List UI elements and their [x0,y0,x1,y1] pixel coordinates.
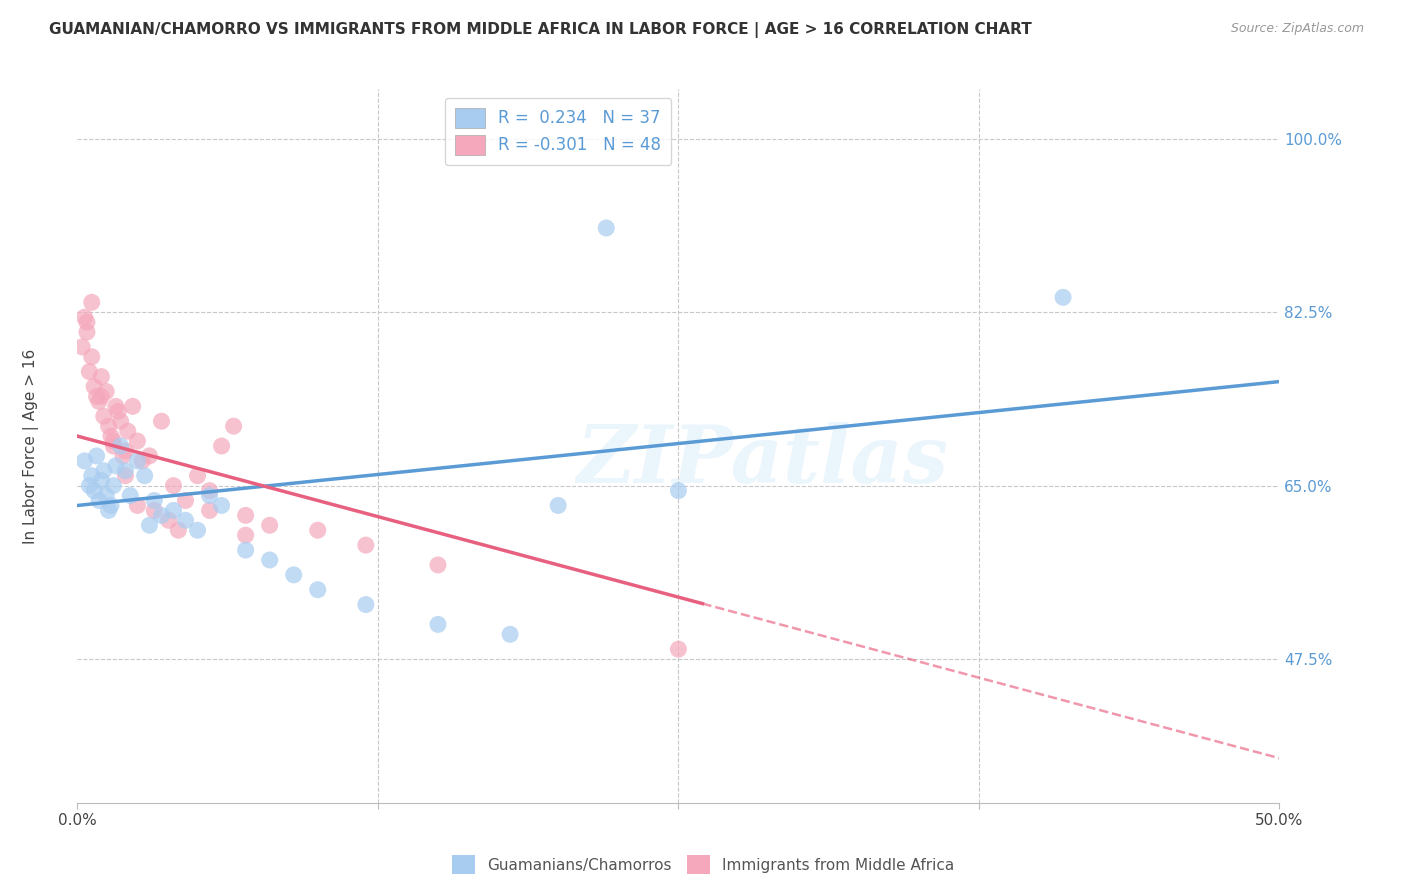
Text: GUAMANIAN/CHAMORRO VS IMMIGRANTS FROM MIDDLE AFRICA IN LABOR FORCE | AGE > 16 CO: GUAMANIAN/CHAMORRO VS IMMIGRANTS FROM MI… [49,22,1032,38]
Point [87,493,110,508]
Point [547,499,569,513]
Point [90,474,112,488]
Point [143,493,166,508]
Point [96,384,118,399]
Point [134,468,156,483]
Point [222,419,245,434]
Point [97,419,120,434]
Point [103,439,125,453]
Legend: R =  0.234   N = 37, R = -0.301   N = 48: R = 0.234 N = 37, R = -0.301 N = 48 [446,97,671,165]
Point [131,454,153,468]
Point [162,478,184,492]
Point [259,518,281,533]
Point [73,310,96,325]
Point [427,617,450,632]
Point [198,489,221,503]
Point [90,389,112,403]
Point [90,369,112,384]
Point [211,439,233,453]
Point [150,414,173,428]
Point [499,627,522,641]
Point [354,598,377,612]
Point [86,389,108,403]
Point [120,489,142,503]
Point [174,493,197,508]
Point [80,350,103,364]
Point [114,464,136,478]
Point [107,404,129,418]
Point [198,503,221,517]
Point [117,424,139,438]
Point [79,478,101,492]
Point [97,503,120,517]
Point [668,483,690,498]
Point [79,365,101,379]
Point [114,444,136,458]
Point [307,582,329,597]
Point [80,468,103,483]
Point [80,295,103,310]
Point [127,434,149,448]
Point [283,567,305,582]
Legend: Guamanians/Chamorros, Immigrants from Middle Africa: Guamanians/Chamorros, Immigrants from Mi… [446,849,960,880]
Point [157,513,180,527]
Point [668,642,690,657]
Point [235,528,257,542]
Point [235,508,257,523]
Point [595,221,617,235]
Text: In Labor Force | Age > 16: In Labor Force | Age > 16 [22,349,39,543]
Point [76,325,98,339]
Point [100,499,122,513]
Point [104,400,127,414]
Point [103,434,125,448]
Point [87,394,110,409]
Point [138,449,160,463]
Point [259,553,281,567]
Text: ZIPatlas: ZIPatlas [576,422,949,499]
Point [211,499,233,513]
Point [167,523,190,537]
Point [162,503,184,517]
Point [103,478,125,492]
Point [174,513,197,527]
Text: Source: ZipAtlas.com: Source: ZipAtlas.com [1230,22,1364,36]
Point [138,518,160,533]
Point [93,464,115,478]
Point [127,499,149,513]
Point [83,483,105,498]
Point [110,439,132,453]
Point [186,523,209,537]
Point [76,315,98,329]
Point [104,458,127,473]
Point [127,454,149,468]
Point [427,558,450,572]
Point [143,503,166,517]
Point [121,400,143,414]
Point [198,483,221,498]
Point [307,523,329,537]
Point [114,468,136,483]
Point [150,508,173,523]
Point [186,468,209,483]
Point [73,454,96,468]
Point [100,429,122,443]
Point [93,409,115,424]
Point [1052,290,1074,304]
Point [354,538,377,552]
Point [96,489,118,503]
Point [111,449,134,463]
Point [86,449,108,463]
Point [83,379,105,393]
Point [235,543,257,558]
Point [70,340,93,354]
Point [110,414,132,428]
